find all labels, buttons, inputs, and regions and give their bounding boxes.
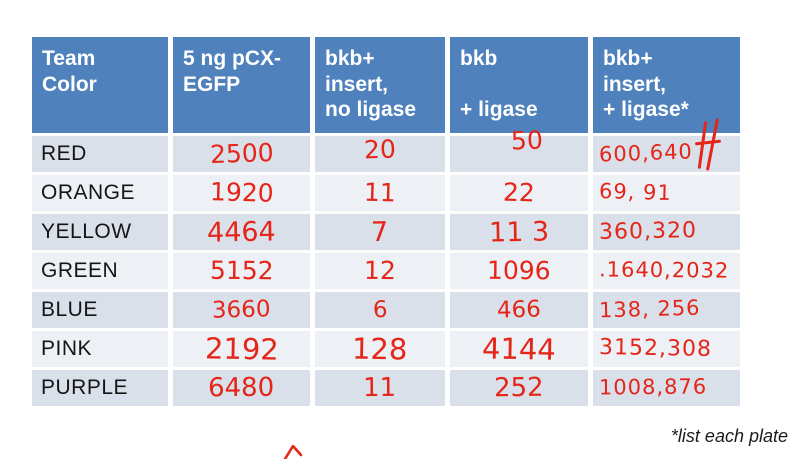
- handwritten-value: 128: [352, 331, 408, 366]
- team-label: GREEN: [32, 253, 168, 289]
- value-cell: 4144: [450, 331, 588, 367]
- value-cell: 466: [450, 292, 588, 328]
- value-cell: 69, 91: [593, 175, 740, 211]
- handwritten-value: 1008,876: [598, 374, 708, 400]
- handwritten-value: 1920: [209, 177, 274, 208]
- team-label: PINK: [32, 331, 168, 367]
- handwritten-value: 12: [363, 255, 397, 286]
- handwritten-value: 360,320: [598, 218, 698, 245]
- value-cell: 6: [315, 292, 445, 328]
- value-cell: 2192: [173, 331, 310, 367]
- handwritten-value: 22: [502, 177, 536, 208]
- value-cell: 5152: [173, 253, 310, 289]
- value-cell: 1920: [173, 175, 310, 211]
- handwritten-value: 4464: [206, 215, 277, 249]
- handwritten-value: 600,640: [598, 139, 694, 167]
- handwritten-value: 6480: [208, 372, 275, 404]
- header-pcx-egfp: 5 ng pCX- EGFP: [173, 37, 310, 133]
- value-cell: 11 3: [450, 214, 588, 250]
- value-cell: 360,320: [593, 214, 740, 250]
- value-cell: 4464: [173, 214, 310, 250]
- handwritten-value: 11 3: [488, 215, 550, 249]
- team-label: BLUE: [32, 292, 168, 328]
- table-row-purple: PURPLE 6480 11 252 1008,876: [32, 370, 740, 406]
- red-caret-mark: [283, 445, 303, 459]
- table-row-orange: ORANGE 1920 11 22 69, 91: [32, 175, 740, 211]
- table-row-red: RED 2500 20 50 600,640: [32, 125, 740, 172]
- handwritten-value: 4144: [481, 330, 557, 367]
- handwritten-value: 69, 91: [598, 179, 673, 205]
- results-table: Team Color 5 ng pCX- EGFP bkb+ insert, n…: [27, 34, 745, 409]
- table-row-green: GREEN 5152 12 1096 .1640,2032: [32, 253, 740, 289]
- team-label: RED: [32, 136, 168, 172]
- value-cell: 1008,876: [593, 370, 740, 406]
- value-cell: 11: [315, 370, 445, 406]
- footnote: *list each plate: [670, 426, 788, 446]
- header-row: Team Color 5 ng pCX- EGFP bkb+ insert, n…: [32, 37, 740, 133]
- value-cell: 3152,308: [593, 331, 740, 367]
- value-cell: 1096: [450, 253, 588, 289]
- table-row-yellow: YELLOW 4464 7 11 3 360,320: [32, 214, 740, 250]
- value-cell: 6480: [173, 370, 310, 406]
- header-team-color: Team Color: [32, 37, 168, 133]
- value-cell: 2500: [173, 136, 310, 172]
- handwritten-value: 20: [363, 134, 397, 165]
- handwritten-value: 50: [510, 125, 544, 156]
- value-cell: 11: [315, 175, 445, 211]
- value-cell: 128: [315, 331, 445, 367]
- value-cell: 138, 256: [593, 292, 740, 328]
- value-cell: 50: [450, 125, 588, 172]
- handwritten-value: 3660: [211, 295, 272, 324]
- handwritten-value: 1096: [487, 255, 551, 286]
- header-insert-ligase: bkb+ insert, + ligase*: [593, 37, 740, 133]
- value-cell: 7: [315, 214, 445, 250]
- handwritten-value: 5152: [209, 255, 274, 286]
- value-cell: 20: [315, 134, 445, 172]
- value-cell: 252: [450, 370, 588, 406]
- handwritten-value: 6: [372, 296, 388, 323]
- header-ligase: bkb + ligase: [450, 37, 588, 133]
- handwritten-value: 466: [496, 295, 542, 324]
- handwritten-value: 11: [363, 177, 397, 208]
- value-cell: 12: [315, 253, 445, 289]
- handwritten-value: 11: [363, 372, 397, 404]
- handwritten-value: .1640,2032: [598, 257, 730, 283]
- team-label: PURPLE: [32, 370, 168, 406]
- value-cell: 3660: [173, 292, 310, 328]
- handwritten-value: 7: [371, 216, 389, 248]
- table-row-blue: BLUE 3660 6 466 138, 256: [32, 292, 740, 328]
- team-label: ORANGE: [32, 175, 168, 211]
- value-cell: .1640,2032: [593, 253, 740, 289]
- handwritten-value: 3152,308: [598, 335, 713, 362]
- team-label: YELLOW: [32, 214, 168, 250]
- table-row-pink: PINK 2192 128 4144 3152,308: [32, 331, 740, 367]
- handwritten-value: 2500: [209, 137, 274, 170]
- handwritten-value: 252: [494, 372, 544, 404]
- handwritten-value: 138, 256: [598, 295, 701, 323]
- header-no-ligase: bkb+ insert, no ligase: [315, 37, 445, 133]
- value-cell: 22: [450, 175, 588, 211]
- handwritten-value: 2192: [204, 330, 279, 367]
